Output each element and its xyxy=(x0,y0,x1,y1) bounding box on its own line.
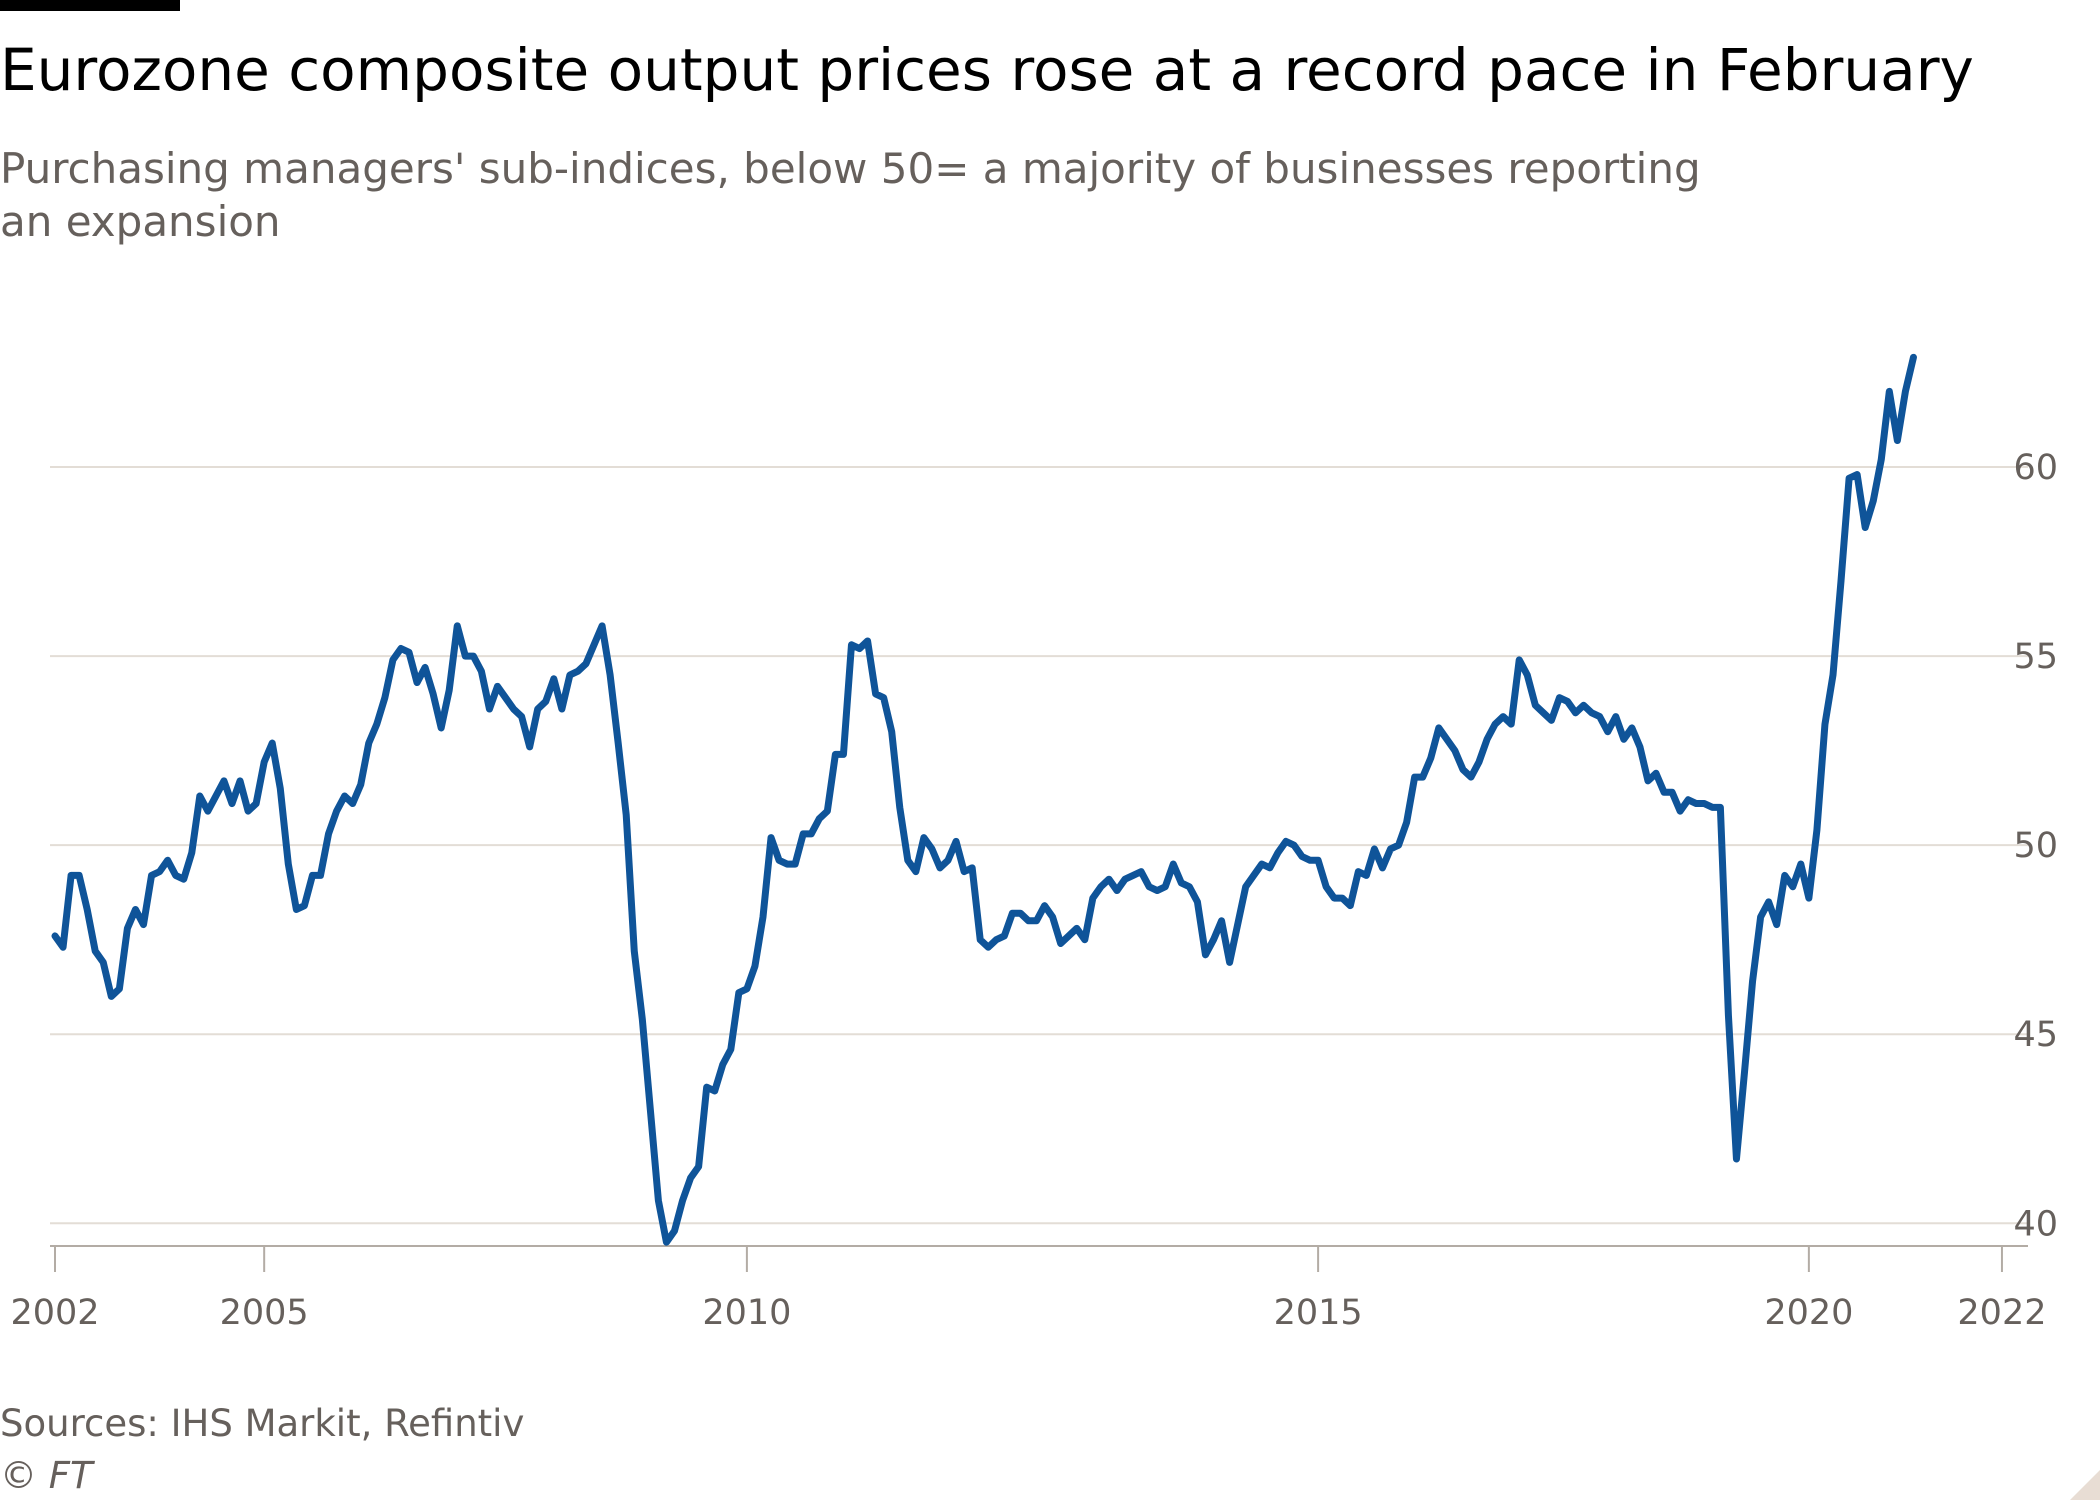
chart-title: Eurozone composite output prices rose at… xyxy=(0,36,1974,104)
y-tick-label: 50 xyxy=(2013,826,2058,866)
top-bar xyxy=(0,0,180,11)
y-tick-label: 40 xyxy=(2013,1204,2058,1244)
x-tick-label: 2002 xyxy=(10,1293,99,1333)
corner-mark xyxy=(2070,1470,2100,1500)
y-tick-label: 55 xyxy=(2013,637,2058,677)
chart-subtitle: Purchasing managers' sub-indices, below … xyxy=(0,144,1701,246)
credit: © FT xyxy=(0,1454,93,1497)
y-tick-label: 45 xyxy=(2013,1015,2058,1055)
x-tick-label: 2020 xyxy=(1764,1293,1853,1333)
x-tick-label: 2015 xyxy=(1274,1293,1363,1333)
y-tick-label: 60 xyxy=(2013,448,2058,488)
source-note: Sources: IHS Markit, Refintiv xyxy=(0,1402,525,1445)
x-tick-label: 2005 xyxy=(220,1293,309,1333)
data-line xyxy=(51,353,1917,1246)
x-tick-label: 2010 xyxy=(702,1293,791,1333)
x-tick-label: 2022 xyxy=(1957,1293,2046,1333)
